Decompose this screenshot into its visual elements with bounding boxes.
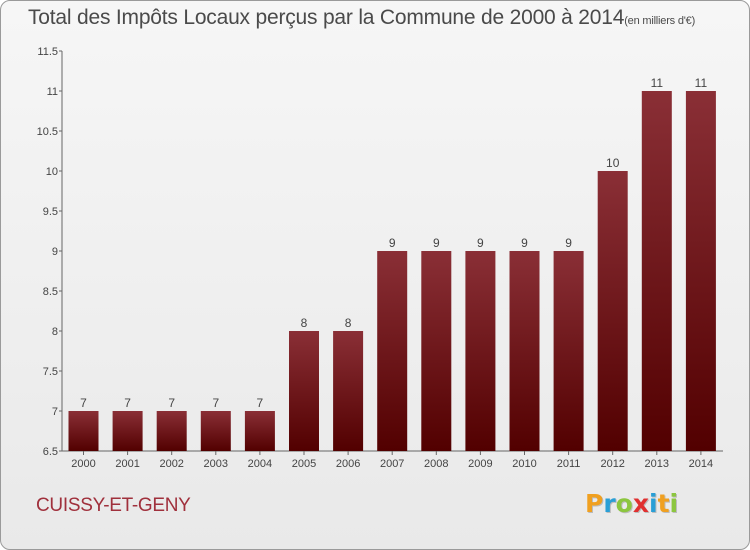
bar-value-label: 7: [212, 396, 219, 410]
logo-letter: i: [669, 489, 679, 518]
bar: [553, 251, 584, 451]
bar: [156, 411, 187, 451]
x-tick-label: 2013: [645, 458, 669, 470]
plot-area: 6.5 7 7.5 8 8.5 9 9.5 10 10.5 11 11.5 7 2000 7 2001 7 20…: [37, 46, 723, 470]
logo-letter: r: [603, 489, 616, 518]
x-tick-label: 2012: [600, 458, 624, 470]
bar: [685, 91, 716, 451]
x-tick-label: 2011: [557, 458, 581, 470]
bar: [244, 411, 275, 451]
chart-title: Total des Impôts Locaux perçus par la Co…: [28, 6, 695, 30]
y-tick-label: 10.5: [37, 126, 58, 138]
bar-value-label: 7: [124, 396, 131, 410]
y-tick-label: 9.5: [43, 206, 58, 218]
logo-letter: x: [632, 489, 649, 518]
y-tick-label: 6.5: [43, 446, 58, 458]
bar-value-label: 9: [389, 236, 396, 250]
bar-value-label: 9: [477, 236, 484, 250]
y-tick-label: 10: [46, 166, 58, 178]
x-tick-label: 2004: [248, 458, 272, 470]
bar-value-label: 9: [433, 236, 440, 250]
bar: [509, 251, 540, 451]
y-tick-label: 7.5: [43, 366, 58, 378]
logo-letter: o: [615, 489, 633, 518]
y-tick-label: 7: [52, 406, 58, 418]
x-tick-label: 2007: [380, 458, 404, 470]
bar: [289, 331, 319, 451]
x-tick-label: 2000: [71, 458, 95, 470]
commune-name: CUISSY-ET-GENY: [36, 495, 191, 516]
y-tick-label: 8: [52, 326, 58, 338]
bar-value-label: 7: [80, 396, 87, 410]
x-tick-label: 2005: [292, 458, 316, 470]
x-tick-label: 2009: [468, 458, 492, 470]
x-tick-label: 2008: [424, 458, 448, 470]
y-tick-label: 8.5: [43, 286, 58, 298]
bar: [112, 411, 143, 451]
logo-letter: t: [657, 489, 670, 518]
x-tick-label: 2002: [159, 458, 183, 470]
bar: [465, 251, 496, 451]
title-unit: (en milliers d'€): [624, 15, 696, 27]
x-tick-label: 2003: [204, 458, 228, 470]
bar: [200, 411, 231, 451]
x-tick-label: 2001: [115, 458, 139, 470]
proxiti-logo: Proxiti: [585, 489, 678, 518]
y-tick-label: 11.5: [37, 46, 58, 58]
bar: [377, 251, 408, 451]
x-tick-label: 2006: [336, 458, 360, 470]
bar-value-label: 7: [168, 396, 175, 410]
bar-value-label: 9: [521, 236, 528, 250]
title-text: Total des Impôts Locaux perçus par la Co…: [28, 6, 625, 29]
bar-value-label: 11: [651, 76, 664, 90]
x-tick-label: 2010: [512, 458, 536, 470]
bar: [333, 331, 364, 451]
y-tick-label: 11: [47, 86, 58, 98]
bar-value-label: 8: [301, 316, 308, 330]
bar-value-label: 10: [606, 156, 620, 170]
logo-letter: i: [649, 489, 658, 518]
bar: [597, 171, 628, 451]
logo-letter: P: [585, 489, 604, 518]
x-tick-label: 2014: [689, 458, 713, 470]
bar: [641, 91, 672, 451]
bar-value-label: 11: [695, 76, 708, 90]
bar-value-label: 7: [257, 396, 264, 410]
bar: [68, 411, 99, 451]
y-tick-label: 9: [52, 246, 58, 258]
bar: [421, 251, 452, 451]
bar-value-label: 8: [345, 316, 352, 330]
bar-value-label: 9: [565, 236, 572, 250]
